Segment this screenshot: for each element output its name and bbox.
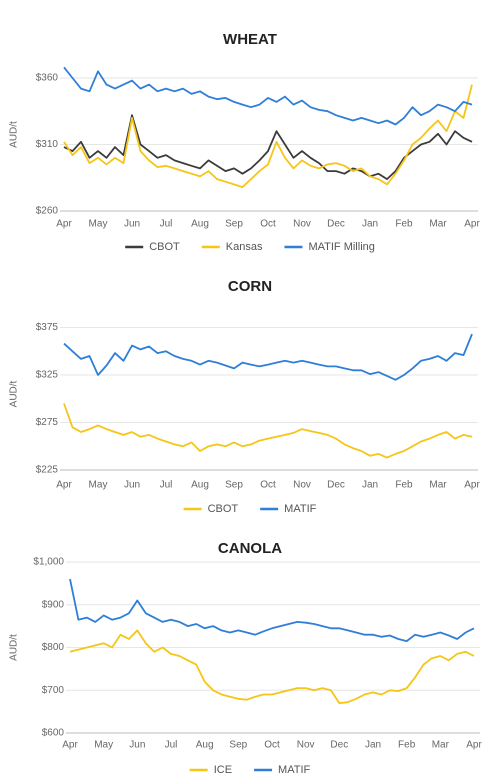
legend-item: Kansas [201,241,263,253]
series-line [69,629,475,704]
legend-item: MATIF Milling [284,241,375,253]
x-tick-label: Apr [466,740,482,751]
x-tick-label: Jan [362,219,378,230]
series-line [63,114,473,180]
x-tick-label: Apr [56,219,72,230]
x-tick-label: Oct [264,740,280,751]
legend-item: ICE [189,764,232,776]
legend: CBOT MATIF [183,503,317,515]
y-tick-label: $700 [42,685,65,696]
series-line [63,66,473,126]
x-tick-label: Nov [297,740,315,751]
series-line [69,578,475,642]
y-axis-label: AUD/t [9,380,20,407]
x-tick-label: Apr [56,480,72,491]
chart-panel: CORN AUD/t $225 $275 $325 $375 Apr May Jun Jul Aug… [9,278,481,515]
chart-panel: CANOLA AUD/t $600 $700 $800 $900 $1,000 Apr May J… [9,540,483,776]
y-axis-label: AUD/t [9,634,20,661]
chart-title: CANOLA [218,540,282,557]
chart-title: WHEAT [223,31,277,48]
legend-item: MATIF [260,503,317,515]
x-tick-label: Jun [124,480,140,491]
series-line [63,403,473,459]
y-tick-label: $600 [42,728,65,739]
x-tick-label: May [89,219,108,230]
x-tick-label: Feb [395,219,413,230]
y-tick-label: $225 [36,465,59,476]
x-tick-label: Dec [330,740,348,751]
series-line [63,333,473,381]
y-tick-label: $360 [36,73,59,84]
legend-item: CBOT [125,241,180,253]
x-tick-label: Dec [327,480,345,491]
x-tick-label: Mar [432,740,450,751]
x-tick-label: Jun [124,219,140,230]
y-tick-label: $800 [42,642,65,653]
x-tick-label: Oct [260,219,276,230]
x-tick-label: Aug [196,740,214,751]
x-tick-label: Jan [362,480,378,491]
legend-label: CBOT [149,241,180,253]
y-axis-label: AUD/t [9,121,20,148]
legend-label: MATIF Milling [308,241,374,253]
y-tick-label: $325 [36,370,59,381]
x-tick-label: Nov [293,219,311,230]
x-tick-label: Sep [225,219,243,230]
chart-title: CORN [228,278,272,295]
x-tick-label: Jan [365,740,381,751]
y-tick-label: $900 [42,599,65,610]
y-tick-label: $260 [36,206,59,217]
legend-item: CBOT [183,503,239,515]
x-tick-label: Aug [191,219,209,230]
x-tick-label: Sep [229,740,247,751]
y-tick-label: $275 [36,417,59,428]
legend-item: MATIF [254,764,311,776]
x-tick-label: Apr [464,480,480,491]
x-tick-label: Oct [260,480,276,491]
x-tick-label: May [94,740,113,751]
legend: ICE MATIF [189,764,311,776]
x-tick-label: Feb [398,740,416,751]
legend-label: Kansas [226,241,263,253]
x-tick-label: Jun [129,740,145,751]
x-tick-label: Aug [191,480,209,491]
series-line [63,84,473,188]
y-tick-label: $1,000 [33,557,64,568]
x-tick-label: Apr [464,219,480,230]
x-tick-label: Jul [165,740,178,751]
y-tick-label: $375 [36,322,59,333]
chart-panel: WHEAT AUD/t $260 $310 $360 Apr May Jun Jul Aug Sep… [9,31,481,253]
legend-label: ICE [214,764,232,776]
y-tick-label: $310 [36,139,59,150]
x-tick-label: Jul [160,480,173,491]
x-tick-label: Nov [293,480,311,491]
x-tick-label: Mar [429,219,447,230]
legend-label: CBOT [208,503,239,515]
x-tick-label: Jul [160,219,173,230]
x-tick-label: May [89,480,108,491]
x-tick-label: Apr [62,740,78,751]
x-tick-label: Dec [327,219,345,230]
legend-label: MATIF [284,503,316,515]
x-tick-label: Mar [429,480,447,491]
x-tick-label: Sep [225,480,243,491]
x-tick-label: Feb [395,480,413,491]
legend-label: MATIF [278,764,310,776]
legend: CBOT Kansas MATIF Milling [125,241,375,253]
